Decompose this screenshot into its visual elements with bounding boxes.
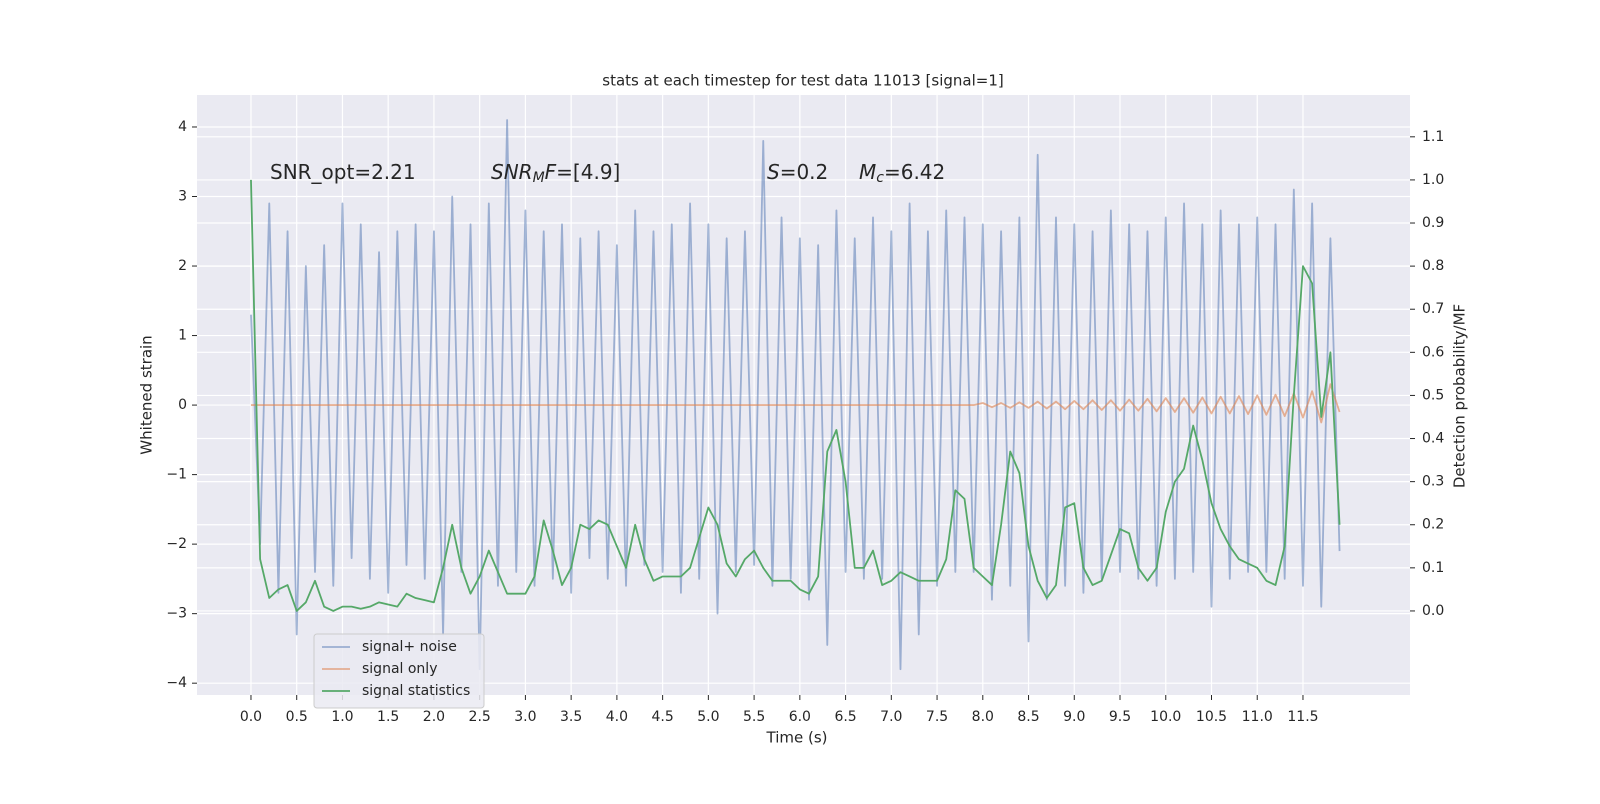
x-tick-label: 11.5: [1287, 709, 1318, 725]
y2-tick-label: 1.0: [1422, 172, 1444, 188]
y-tick-label: 0: [178, 397, 187, 413]
series-line: [250, 179, 1341, 612]
series-line: [250, 383, 1341, 424]
y-tick-label: 3: [178, 189, 187, 205]
x-tick-label: 5.5: [743, 709, 765, 725]
y-tick-label: −4: [166, 675, 187, 691]
annotation-part: SNR: [491, 160, 533, 184]
x-tick-label: 7.0: [880, 709, 902, 725]
y2-tick-label: 0.2: [1422, 517, 1444, 533]
x-tick-label: 10.0: [1150, 709, 1181, 725]
legend-label: signal+ noise: [362, 639, 457, 655]
x-tick-label: 1.0: [331, 709, 353, 725]
x-tick-label: 9.5: [1109, 709, 1131, 725]
annotation: Mc=6.42: [859, 160, 945, 187]
annotation-part: F: [545, 160, 557, 184]
x-tick-label: 9.0: [1063, 709, 1085, 725]
x-tick-label: 0.5: [286, 709, 308, 725]
x-tick-label: 8.5: [1017, 709, 1039, 725]
y2-tick-label: 0.9: [1422, 215, 1444, 231]
y2-tick-label: 0.7: [1422, 301, 1444, 317]
annotation: S=0.2: [767, 160, 828, 184]
y2-tick-label: 0.1: [1422, 560, 1444, 576]
y2-tick-label: 0.6: [1422, 344, 1444, 360]
x-tick-label: 5.0: [697, 709, 719, 725]
x-tick-label: 6.5: [834, 709, 856, 725]
y2-axis-label: Detection probability/MF: [1451, 304, 1469, 488]
x-tick-label: 4.5: [651, 709, 673, 725]
y2-tick-label: 0.0: [1422, 603, 1444, 619]
x-tick-label: 11.0: [1242, 709, 1273, 725]
annotation-part: M: [533, 170, 545, 186]
y2-tick-label: 1.1: [1422, 129, 1444, 145]
x-axis-label: Time (s): [766, 729, 828, 747]
y-tick-label: −3: [166, 606, 187, 622]
y2-tick-label: 0.8: [1422, 258, 1444, 274]
x-tick-label: 3.5: [560, 709, 582, 725]
annotation-part: =0.2: [780, 160, 829, 184]
y-tick-label: −2: [166, 536, 187, 552]
y2-tick-label: 0.4: [1422, 431, 1444, 447]
x-tick-label: 8.0: [972, 709, 994, 725]
x-tick-label: 2.0: [423, 709, 445, 725]
annotation-part: M: [859, 160, 876, 184]
y-tick-label: 1: [178, 328, 187, 344]
legend-box: [313, 633, 485, 709]
y-axis-label: Whitened strain: [138, 335, 156, 454]
annotation-part: SNR_opt=2.21: [270, 160, 416, 184]
annotation-part: c: [876, 170, 884, 186]
y2-tick-label: 0.5: [1422, 387, 1444, 403]
chart-title: stats at each timestep for test data 110…: [602, 72, 1003, 90]
x-tick-label: 0.0: [240, 709, 262, 725]
y-tick-label: −1: [166, 467, 187, 483]
y-tick-label: 2: [178, 258, 187, 274]
annotation: SNR_opt=2.21: [270, 160, 416, 184]
x-tick-label: 6.0: [789, 709, 811, 725]
y-tick-label: 4: [178, 119, 187, 135]
y2-tick-label: 0.3: [1422, 474, 1444, 490]
legend-label: signal only: [362, 661, 437, 677]
x-tick-label: 7.5: [926, 709, 948, 725]
x-tick-label: 2.5: [469, 709, 491, 725]
annotation: SNRMF=[4.9]: [491, 160, 620, 187]
x-tick-label: 10.5: [1196, 709, 1227, 725]
series-line: [250, 119, 1341, 671]
x-tick-label: 1.5: [377, 709, 399, 725]
legend-label: signal statistics: [362, 683, 470, 699]
x-tick-label: 4.0: [606, 709, 628, 725]
x-tick-label: 3.0: [514, 709, 536, 725]
annotation-part: =6.42: [884, 160, 945, 184]
annotation-part: =[4.9]: [556, 160, 620, 184]
annotation-part: S: [767, 160, 780, 184]
